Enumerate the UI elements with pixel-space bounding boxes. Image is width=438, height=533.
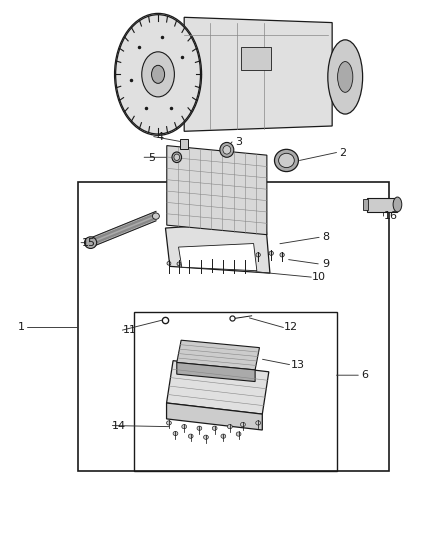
Polygon shape: [166, 221, 270, 273]
Bar: [241, 46, 271, 70]
Ellipse shape: [236, 432, 241, 436]
Ellipse shape: [221, 434, 226, 438]
Bar: [180, 139, 187, 149]
Text: 15: 15: [81, 238, 95, 248]
Ellipse shape: [115, 13, 201, 135]
Polygon shape: [184, 17, 332, 131]
Bar: [363, 199, 368, 210]
Ellipse shape: [204, 435, 208, 439]
Ellipse shape: [188, 434, 193, 438]
Ellipse shape: [227, 424, 232, 429]
Ellipse shape: [174, 154, 180, 160]
Polygon shape: [167, 146, 267, 235]
Polygon shape: [177, 362, 255, 382]
Polygon shape: [166, 361, 269, 414]
Ellipse shape: [199, 262, 203, 266]
Ellipse shape: [85, 237, 97, 248]
Ellipse shape: [220, 142, 234, 157]
Ellipse shape: [167, 262, 171, 265]
Text: 12: 12: [284, 322, 298, 333]
Ellipse shape: [393, 197, 402, 212]
Ellipse shape: [221, 262, 225, 265]
Ellipse shape: [338, 62, 353, 92]
Text: 11: 11: [123, 325, 137, 335]
Ellipse shape: [187, 262, 191, 266]
Ellipse shape: [240, 422, 245, 426]
Ellipse shape: [152, 213, 159, 219]
Polygon shape: [179, 244, 257, 271]
Text: 6: 6: [361, 370, 368, 380]
Ellipse shape: [177, 262, 181, 266]
Ellipse shape: [275, 149, 298, 172]
Ellipse shape: [197, 426, 202, 430]
Text: 8: 8: [322, 232, 329, 243]
Ellipse shape: [232, 262, 236, 266]
Polygon shape: [177, 340, 259, 370]
Ellipse shape: [142, 52, 174, 97]
Ellipse shape: [256, 421, 261, 425]
Text: 14: 14: [112, 421, 126, 431]
Ellipse shape: [211, 261, 215, 265]
Text: 2: 2: [339, 148, 346, 158]
Ellipse shape: [152, 66, 165, 83]
Text: 5: 5: [148, 153, 155, 163]
Ellipse shape: [166, 421, 171, 425]
Text: 3: 3: [235, 137, 242, 147]
Ellipse shape: [172, 152, 182, 163]
Ellipse shape: [269, 251, 273, 255]
Ellipse shape: [280, 253, 284, 257]
Text: 16: 16: [384, 211, 398, 221]
Ellipse shape: [212, 426, 217, 430]
Text: 9: 9: [322, 259, 329, 269]
Ellipse shape: [328, 40, 363, 114]
Bar: [367, 198, 396, 213]
Bar: [78, 182, 389, 471]
Ellipse shape: [182, 424, 187, 429]
Text: 1: 1: [18, 322, 25, 333]
Text: 10: 10: [312, 272, 326, 282]
Ellipse shape: [223, 146, 231, 154]
Ellipse shape: [173, 431, 178, 435]
Ellipse shape: [279, 154, 294, 167]
Text: 13: 13: [290, 360, 304, 369]
Ellipse shape: [243, 262, 247, 266]
Bar: [134, 312, 336, 471]
Polygon shape: [166, 403, 262, 430]
Text: 4: 4: [157, 132, 164, 142]
Ellipse shape: [256, 253, 260, 257]
